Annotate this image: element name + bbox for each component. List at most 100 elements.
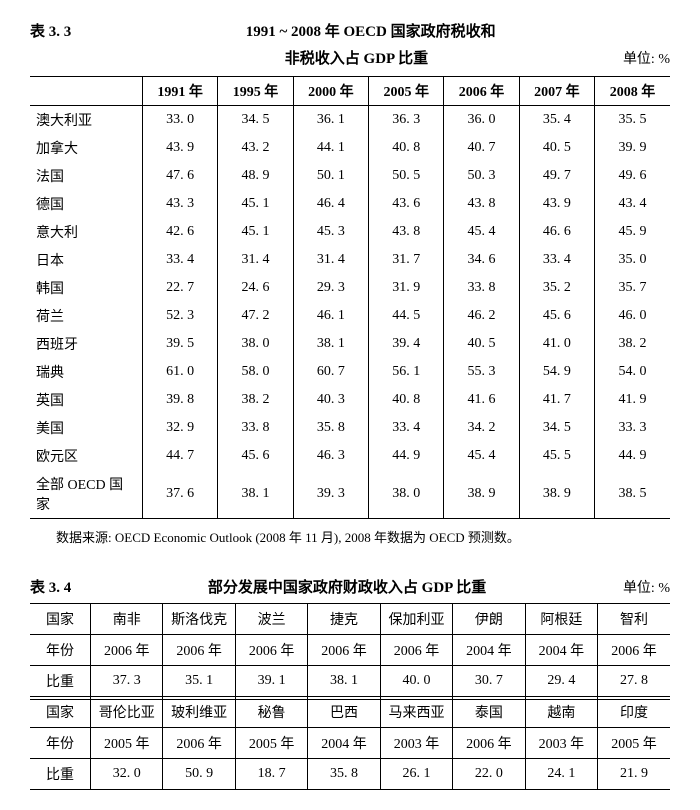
table-row: 西班牙39. 538. 038. 139. 440. 541. 038. 2: [30, 330, 670, 358]
cell-value: 54. 0: [595, 358, 670, 386]
cell-value: 43. 2: [218, 134, 293, 162]
cell-value: 38. 1: [293, 330, 368, 358]
cell-value: 41. 6: [444, 386, 519, 414]
cell-value: 56. 1: [369, 358, 444, 386]
cell-value: 2006 年: [163, 635, 235, 666]
cell-value: 40. 7: [444, 134, 519, 162]
row-label: 年份: [30, 728, 91, 759]
cell-value: 波兰: [235, 604, 307, 635]
cell-value: 35. 8: [293, 414, 368, 442]
cell-value: 37. 3: [91, 666, 163, 697]
cell-value: 35. 2: [519, 274, 594, 302]
cell-value: 50. 1: [293, 162, 368, 190]
cell-value: 54. 9: [519, 358, 594, 386]
cell-value: 45. 4: [444, 442, 519, 470]
cell-value: 2004 年: [525, 635, 597, 666]
table-row: 澳大利亚33. 034. 536. 136. 336. 035. 435. 5: [30, 106, 670, 135]
cell-value: 2006 年: [453, 728, 525, 759]
cell-value: 26. 1: [380, 759, 452, 790]
cell-value: 55. 3: [444, 358, 519, 386]
cell-value: 斯洛伐克: [163, 604, 235, 635]
cell-value: 45. 4: [444, 218, 519, 246]
table33-col-header: 2008 年: [595, 77, 670, 106]
cell-value: 36. 3: [369, 106, 444, 135]
cell-value: 2006 年: [380, 635, 452, 666]
table33-col-header: 1995 年: [218, 77, 293, 106]
table-row: 国家哥伦比亚玻利维亚秘鲁巴西马来西亚泰国越南印度: [30, 697, 670, 728]
cell-value: 43. 3: [143, 190, 218, 218]
row-label: 法国: [30, 162, 143, 190]
row-label: 美国: [30, 414, 143, 442]
table33-head: 1991 年1995 年2000 年2005 年2006 年2007 年2008…: [30, 77, 670, 106]
row-label: 澳大利亚: [30, 106, 143, 135]
cell-value: 22. 0: [453, 759, 525, 790]
cell-value: 38. 1: [218, 470, 293, 519]
cell-value: 34. 5: [218, 106, 293, 135]
cell-value: 41. 7: [519, 386, 594, 414]
cell-value: 33. 4: [519, 246, 594, 274]
cell-value: 45. 1: [218, 190, 293, 218]
cell-value: 40. 5: [519, 134, 594, 162]
table33-col-header: 2005 年: [369, 77, 444, 106]
table-row: 欧元区44. 745. 646. 344. 945. 445. 544. 9: [30, 442, 670, 470]
cell-value: 34. 2: [444, 414, 519, 442]
table-row: 瑞典61. 058. 060. 756. 155. 354. 954. 0: [30, 358, 670, 386]
cell-value: 33. 0: [143, 106, 218, 135]
cell-value: 45. 5: [519, 442, 594, 470]
cell-value: 43. 9: [519, 190, 594, 218]
table-row: 意大利42. 645. 145. 343. 845. 446. 645. 9: [30, 218, 670, 246]
cell-value: 38. 5: [595, 470, 670, 519]
cell-value: 39. 9: [595, 134, 670, 162]
cell-value: 43. 9: [143, 134, 218, 162]
cell-value: 46. 0: [595, 302, 670, 330]
row-label: 比重: [30, 666, 91, 697]
table34-unit: 单位: %: [623, 577, 670, 597]
table33-col-header: 2006 年: [444, 77, 519, 106]
cell-value: 2003 年: [525, 728, 597, 759]
cell-value: 45. 1: [218, 218, 293, 246]
cell-value: 18. 7: [235, 759, 307, 790]
cell-value: 50. 5: [369, 162, 444, 190]
cell-value: 40. 3: [293, 386, 368, 414]
cell-value: 33. 8: [444, 274, 519, 302]
cell-value: 49. 6: [595, 162, 670, 190]
cell-value: 44. 5: [369, 302, 444, 330]
cell-value: 2005 年: [235, 728, 307, 759]
cell-value: 43. 4: [595, 190, 670, 218]
cell-value: 马来西亚: [380, 697, 452, 728]
cell-value: 46. 6: [519, 218, 594, 246]
cell-value: 30. 7: [453, 666, 525, 697]
cell-value: 45. 9: [595, 218, 670, 246]
cell-value: 39. 1: [235, 666, 307, 697]
table-row: 韩国22. 724. 629. 331. 933. 835. 235. 7: [30, 274, 670, 302]
cell-value: 39. 5: [143, 330, 218, 358]
row-label: 瑞典: [30, 358, 143, 386]
cell-value: 智利: [598, 604, 670, 635]
cell-value: 阿根廷: [525, 604, 597, 635]
cell-value: 40. 8: [369, 386, 444, 414]
cell-value: 保加利亚: [380, 604, 452, 635]
cell-value: 2004 年: [453, 635, 525, 666]
cell-value: 33. 4: [143, 246, 218, 274]
table33-col-header: 2007 年: [519, 77, 594, 106]
cell-value: 22. 7: [143, 274, 218, 302]
cell-value: 45. 3: [293, 218, 368, 246]
table34-title: 部分发展中国家政府财政收入占 GDP 比重: [71, 576, 623, 597]
cell-value: 58. 0: [218, 358, 293, 386]
cell-value: 45. 6: [519, 302, 594, 330]
cell-value: 33. 3: [595, 414, 670, 442]
table34: 国家南非斯洛伐克波兰捷克保加利亚伊朗阿根廷智利年份2006 年2006 年200…: [30, 603, 670, 790]
cell-value: 玻利维亚: [163, 697, 235, 728]
cell-value: 捷克: [308, 604, 380, 635]
cell-value: 31. 4: [218, 246, 293, 274]
table33-source: 数据来源: OECD Economic Outlook (2008 年 11 月…: [30, 527, 670, 546]
cell-value: 60. 7: [293, 358, 368, 386]
table34-label: 表 3. 4: [30, 576, 71, 597]
cell-value: 36. 1: [293, 106, 368, 135]
row-label: 国家: [30, 697, 91, 728]
cell-value: 50. 9: [163, 759, 235, 790]
table34-header: 表 3. 4 部分发展中国家政府财政收入占 GDP 比重 单位: %: [30, 576, 670, 597]
cell-value: 2005 年: [91, 728, 163, 759]
table-row: 加拿大43. 943. 244. 140. 840. 740. 539. 9: [30, 134, 670, 162]
cell-value: 27. 8: [598, 666, 670, 697]
